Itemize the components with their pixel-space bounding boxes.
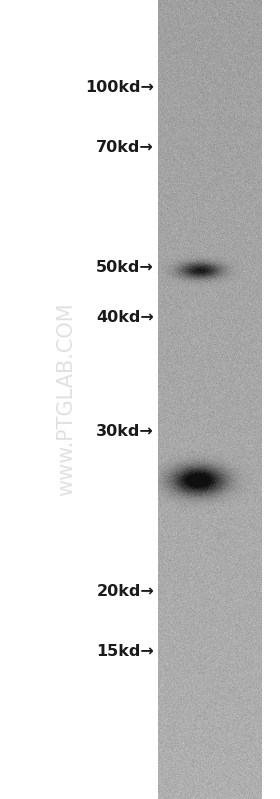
Text: 100kd→: 100kd→	[85, 81, 154, 96]
Text: 15kd→: 15kd→	[96, 645, 154, 659]
Text: 20kd→: 20kd→	[96, 585, 154, 599]
Text: 30kd→: 30kd→	[96, 424, 154, 439]
Text: 40kd→: 40kd→	[96, 311, 154, 325]
Text: 70kd→: 70kd→	[96, 141, 154, 156]
Text: www.PTGLAB.COM: www.PTGLAB.COM	[56, 303, 76, 496]
Text: 50kd→: 50kd→	[96, 260, 154, 276]
